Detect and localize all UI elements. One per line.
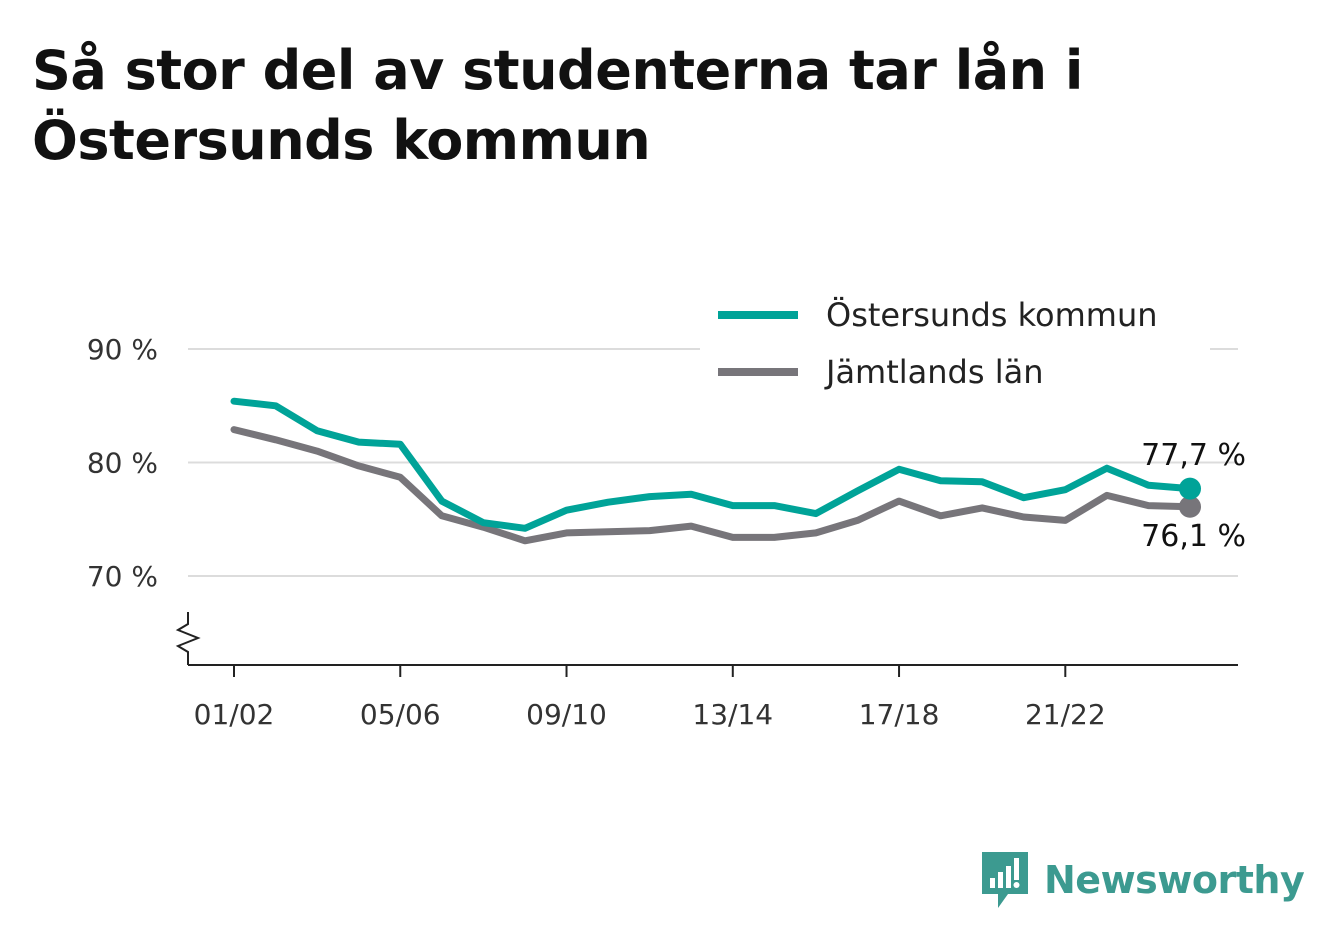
y-tick-label: 80 % — [87, 447, 158, 480]
end-labels: 77,7 % 76,1 % — [1141, 438, 1246, 554]
chart-title: Så stor del av studenterna tar lån i Öst… — [32, 39, 1083, 172]
legend: Östersunds kommun Jämtlands län — [700, 285, 1210, 403]
newsworthy-logo-icon — [982, 852, 1028, 908]
x-tick-label: 05/06 — [360, 698, 441, 731]
y-tick-label: 90 % — [87, 333, 158, 366]
x-tick-label: 21/22 — [1025, 698, 1106, 731]
x-axis-ticks: 01/02 05/06 09/10 13/14 17/18 21/22 — [194, 665, 1106, 731]
brand-name: Newsworthy — [1044, 858, 1305, 902]
x-axis — [175, 612, 1238, 666]
legend-label: Jämtlands län — [824, 353, 1043, 391]
end-point — [1179, 477, 1201, 500]
x-tick-label: 13/14 — [692, 698, 773, 731]
end-point — [1179, 495, 1201, 518]
y-axis-ticks: 70 % 80 % 90 % — [87, 333, 158, 593]
end-label: 77,7 % — [1141, 438, 1246, 473]
legend-background — [700, 285, 1210, 403]
legend-label: Östersunds kommun — [826, 296, 1158, 334]
series-line — [230, 397, 1194, 532]
x-tick-label: 17/18 — [859, 698, 940, 731]
x-tick-label: 09/10 — [526, 698, 607, 731]
newsworthy-brand: Newsworthy — [980, 850, 1305, 910]
y-tick-label: 70 % — [87, 560, 158, 593]
x-tick-label: 01/02 — [194, 698, 275, 731]
series-lines — [230, 397, 1201, 545]
y-axis-break-icon — [175, 612, 201, 665]
series-line — [230, 426, 1194, 545]
end-label: 76,1 % — [1141, 519, 1246, 554]
